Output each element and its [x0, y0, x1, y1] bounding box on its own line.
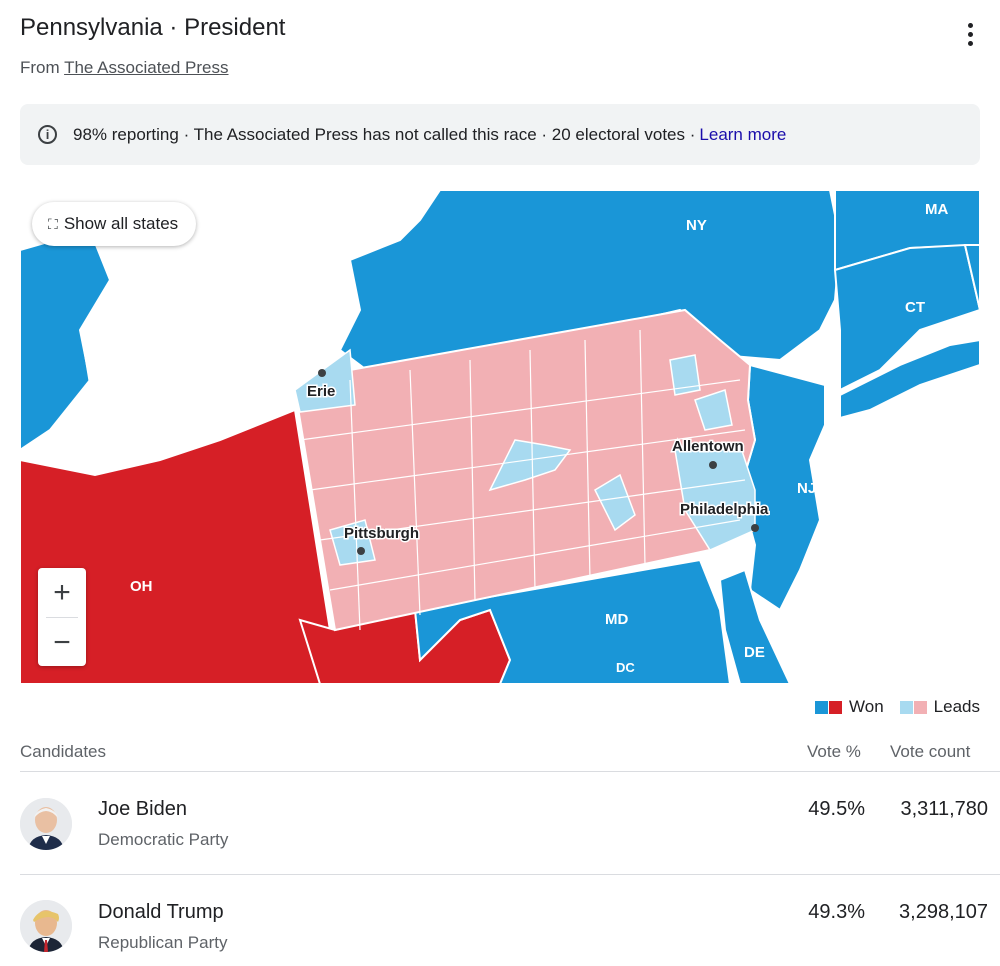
state-ny: [338, 190, 842, 382]
state-label-nj: NJ: [797, 480, 816, 497]
state-ri: [963, 244, 980, 311]
more-options-button[interactable]: [952, 16, 988, 52]
state-de: [718, 568, 792, 684]
vote-count: 3,298,107: [899, 901, 988, 923]
biden-avatar-icon: [20, 798, 72, 850]
zoom-controls: + −: [38, 568, 86, 666]
swatch-dem-leads: [899, 700, 913, 714]
map-legend: Won Leads: [815, 697, 980, 717]
reporting-banner: i 98% reporting · The Associated Press h…: [20, 104, 980, 165]
county-dauphin: [594, 473, 636, 532]
swatch-rep-won: [829, 700, 843, 714]
learn-more-link[interactable]: Learn more: [699, 124, 787, 144]
county-erie: [294, 348, 356, 413]
more-vert-icon: [967, 22, 973, 28]
state-label-ct: CT: [905, 299, 925, 316]
city-label-erie: Erie: [307, 383, 335, 400]
county-monroe: [694, 389, 733, 431]
header-vote-pct: Vote %: [807, 742, 861, 761]
show-all-states-button[interactable]: ⛶ Show all states: [32, 202, 197, 246]
map-svg: NY MA CT NJ OH MD DE DC Erie Allentown P…: [20, 190, 980, 684]
city-dot-erie: [318, 369, 326, 377]
source-line: From The Associated Press: [20, 58, 229, 78]
lake-erie: [60, 250, 360, 470]
reporting-text: 98% reporting · The Associated Press has…: [73, 124, 696, 144]
region-long-island: [839, 338, 980, 420]
zoom-out-button[interactable]: −: [53, 625, 71, 659]
page-title: Pennsylvania · President: [20, 14, 286, 41]
avatar: [20, 900, 72, 952]
source-link[interactable]: The Associated Press: [64, 58, 229, 77]
show-all-label: Show all states: [63, 214, 179, 233]
source-prefix: From: [20, 58, 60, 77]
swatch-rep-leads: [913, 700, 927, 714]
state-label-dc: DC: [616, 660, 635, 675]
state-label-de: DE: [744, 644, 765, 661]
state-oh: [20, 408, 332, 684]
vote-pct: 49.3%: [808, 901, 865, 923]
trump-avatar-icon: [20, 900, 72, 952]
vote-count: 3,311,780: [900, 798, 989, 820]
state-label-ny: NY: [686, 217, 707, 234]
election-map[interactable]: NY MA CT NJ OH MD DE DC Erie Allentown P…: [20, 190, 980, 684]
county-borders: [299, 329, 746, 631]
state-label-oh: OH: [130, 578, 153, 595]
state-label-md: MD: [605, 611, 628, 628]
state-label-ma: MA: [925, 201, 948, 218]
state-md: [413, 558, 732, 684]
city-dot-philadelphia: [751, 524, 759, 532]
candidate-party: Democratic Party: [98, 830, 229, 849]
candidate-party: Republican Party: [98, 933, 228, 952]
vote-pct: 49.5%: [808, 798, 865, 820]
city-label-pittsburgh: Pittsburgh: [344, 525, 419, 542]
legend-won: Won: [849, 697, 884, 716]
fullscreen-icon: ⛶: [48, 215, 58, 232]
header-vote-count: Vote count: [890, 742, 971, 761]
candidate-name: Donald Trump: [98, 901, 224, 923]
county-centre: [488, 439, 572, 492]
info-icon: i: [38, 125, 57, 144]
city-dot-allentown: [709, 461, 717, 469]
header-candidates: Candidates: [20, 742, 107, 761]
swatch-dem-won: [815, 700, 829, 714]
state-ct: [833, 243, 980, 392]
legend-leads: Leads: [933, 697, 980, 716]
zoom-in-button[interactable]: +: [53, 575, 71, 609]
city-label-allentown: Allentown: [672, 438, 744, 455]
divider: [20, 771, 1000, 772]
avatar: [20, 798, 72, 850]
city-dot-pittsburgh: [357, 547, 365, 555]
city-label-philadelphia: Philadelphia: [680, 501, 769, 518]
candidate-name: Joe Biden: [98, 798, 187, 820]
divider: [20, 874, 1000, 875]
county-lackawanna: [669, 354, 701, 396]
